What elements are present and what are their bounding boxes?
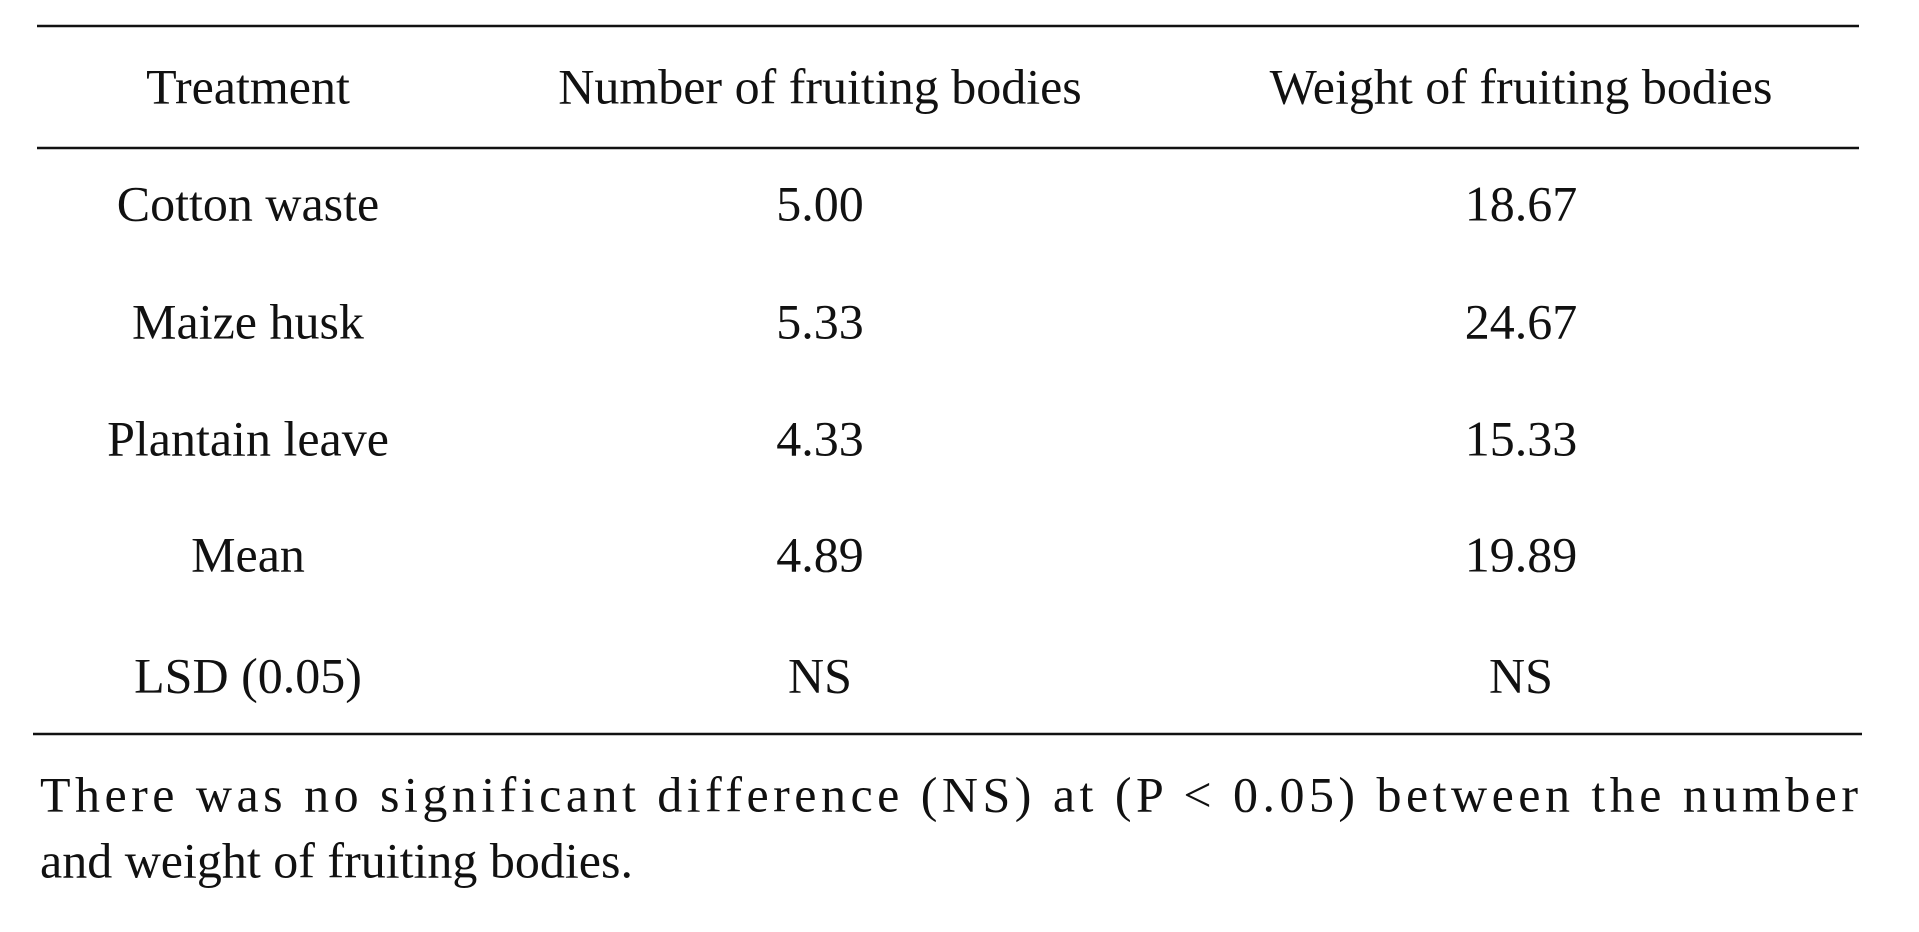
table-cell: NS (788, 647, 852, 703)
table-cell: 24.67 (1465, 293, 1578, 349)
table-cell: 18.67 (1465, 175, 1578, 231)
header-cell: Number of fruiting bodies (558, 58, 1082, 114)
table-cell: Mean (191, 526, 305, 582)
table-cell: 4.33 (776, 410, 864, 466)
table-cell: 19.89 (1465, 526, 1578, 582)
table-cell: NS (1489, 647, 1553, 703)
table-cell: Cotton waste (117, 175, 379, 231)
table-cell: 5.33 (776, 293, 864, 349)
table-cell: 5.00 (776, 175, 864, 231)
table-cell: Maize husk (132, 293, 364, 349)
footnote-line: There was no significant difference (NS)… (40, 766, 1858, 822)
header-cell: Treatment (146, 58, 350, 114)
header-cell: Weight of fruiting bodies (1270, 58, 1773, 114)
footnote-line: and weight of fruiting bodies. (40, 832, 633, 888)
table-cell: 4.89 (776, 526, 864, 582)
table-cell: Plantain leave (107, 410, 389, 466)
table-cell: 15.33 (1465, 410, 1578, 466)
table-cell: LSD (0.05) (134, 647, 362, 703)
